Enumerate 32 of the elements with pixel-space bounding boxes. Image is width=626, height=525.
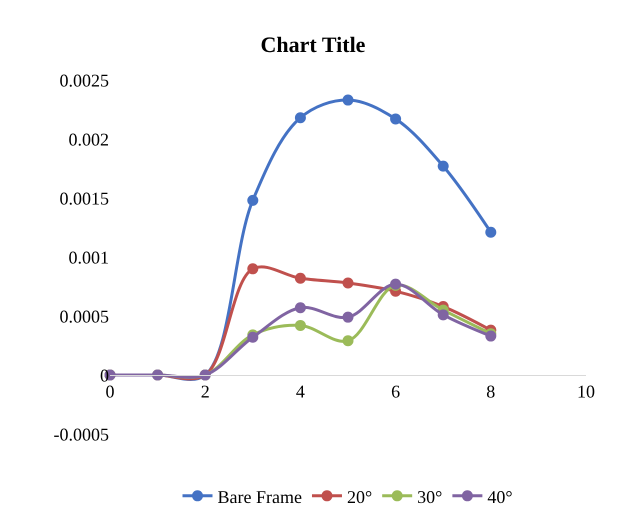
point <box>485 226 496 238</box>
point <box>342 335 354 346</box>
point <box>485 330 496 342</box>
point <box>294 112 306 124</box>
point <box>247 194 258 206</box>
x-tick-label: 10 <box>577 382 595 402</box>
legend-label: 20° <box>346 486 372 507</box>
x-tick-label: 4 <box>296 382 305 402</box>
y-tick-label: 0.002 <box>68 129 109 150</box>
y-tick-label: 0.001 <box>68 247 109 268</box>
point <box>438 160 449 172</box>
legend-label: Bare Frame <box>218 486 302 507</box>
y-tick-label: 0.0025 <box>60 70 109 90</box>
x-tick-label: 2 <box>200 382 210 402</box>
point <box>342 277 354 288</box>
point <box>438 309 449 320</box>
y-tick-label: 0.0015 <box>60 188 109 208</box>
point <box>294 272 306 284</box>
point <box>390 113 402 124</box>
chart-title: Chart Title <box>260 32 366 58</box>
point <box>247 332 258 343</box>
point <box>342 312 354 323</box>
point <box>342 94 354 106</box>
point <box>294 320 306 331</box>
x-tick-label: 8 <box>486 382 496 402</box>
legend-label: 30° <box>417 486 442 507</box>
y-tick-label: -0.0005 <box>54 424 109 444</box>
legend-label: 40° <box>487 486 513 507</box>
point <box>294 302 306 314</box>
y-tick-label: 0.0005 <box>60 306 109 326</box>
point <box>247 263 258 274</box>
x-tick-label: 6 <box>391 382 400 402</box>
